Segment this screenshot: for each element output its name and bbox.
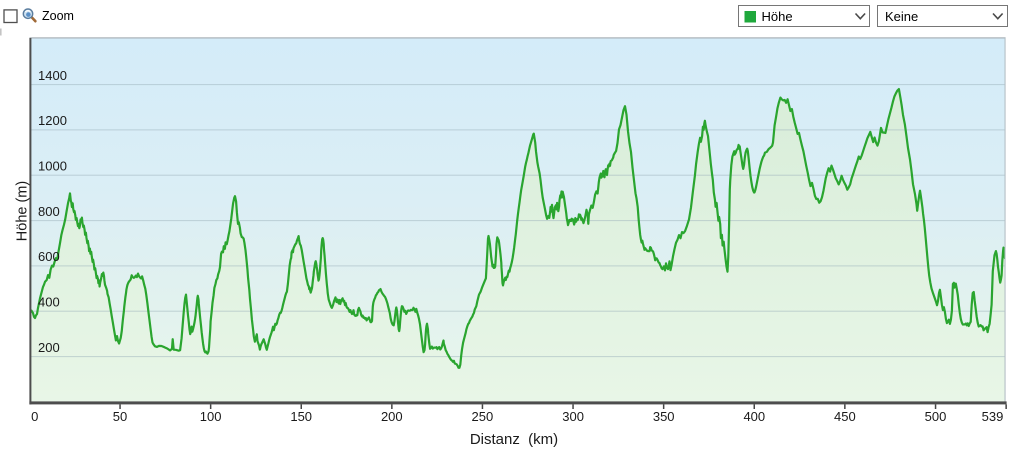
svg-text:100: 100 — [200, 409, 222, 424]
svg-text:250: 250 — [472, 409, 494, 424]
svg-text:0: 0 — [31, 409, 38, 424]
svg-text:Höhe: Höhe — [761, 8, 792, 23]
svg-text:400: 400 — [743, 409, 765, 424]
svg-text:300: 300 — [562, 409, 584, 424]
svg-text:1000: 1000 — [38, 158, 67, 173]
svg-text:400: 400 — [38, 294, 60, 309]
svg-text:800: 800 — [38, 204, 60, 219]
svg-text:350: 350 — [653, 409, 675, 424]
svg-text:600: 600 — [38, 249, 60, 264]
svg-text:50: 50 — [113, 409, 127, 424]
svg-text:450: 450 — [834, 409, 856, 424]
svg-text:200: 200 — [38, 340, 60, 355]
svg-text:1200: 1200 — [38, 113, 67, 128]
svg-text:200: 200 — [381, 409, 403, 424]
svg-text:Distanz (km): Distanz (km) — [470, 431, 558, 448]
svg-text:Höhe (m): Höhe (m) — [15, 181, 31, 241]
svg-text:Zoom: Zoom — [42, 9, 74, 23]
svg-text:150: 150 — [290, 409, 312, 424]
svg-text:500: 500 — [925, 409, 947, 424]
svg-text:1400: 1400 — [38, 68, 67, 83]
svg-text:539: 539 — [982, 409, 1004, 424]
svg-text:Keine: Keine — [885, 8, 918, 23]
